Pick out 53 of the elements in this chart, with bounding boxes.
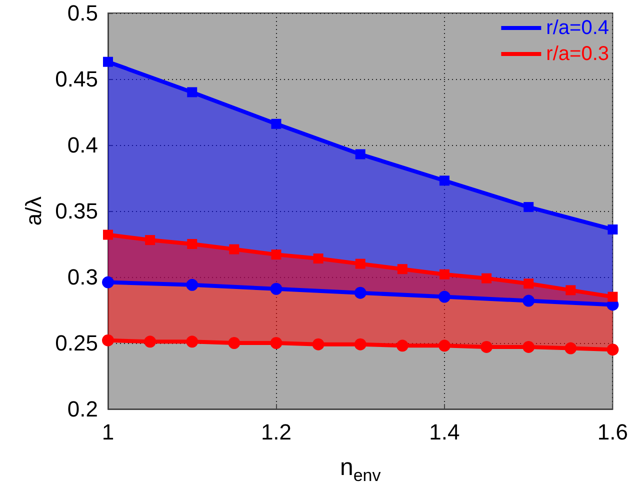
point — [524, 202, 534, 212]
point — [608, 292, 618, 302]
point — [355, 258, 366, 269]
point — [102, 276, 114, 288]
point — [355, 149, 366, 160]
y-tick-label: 0.5 — [67, 0, 98, 26]
point — [566, 285, 576, 296]
point — [438, 290, 450, 303]
point — [103, 56, 113, 67]
y-tick-label: 0.35 — [55, 198, 98, 224]
point — [228, 337, 240, 349]
point — [564, 342, 577, 354]
point — [270, 337, 282, 349]
point — [313, 254, 324, 264]
point — [144, 336, 156, 348]
point — [480, 340, 493, 353]
point — [482, 273, 492, 284]
point — [522, 294, 535, 307]
y-axis-title: a/λ — [20, 196, 46, 226]
y-tick-label: 0.25 — [55, 330, 98, 356]
point — [354, 338, 366, 350]
point — [522, 340, 535, 353]
point — [187, 87, 198, 98]
x-tick-label: 1.6 — [597, 420, 628, 444]
point — [271, 250, 282, 260]
x-tick-label: 1.4 — [429, 420, 460, 444]
point — [187, 239, 198, 249]
x-tick-label: 1 — [102, 420, 114, 444]
point — [439, 269, 450, 280]
y-tick-label: 0.4 — [67, 132, 98, 158]
point — [229, 244, 240, 254]
point — [271, 118, 282, 129]
point — [102, 334, 114, 346]
point — [186, 278, 198, 291]
point — [606, 344, 619, 356]
x-tick-label: 1.2 — [260, 420, 292, 444]
legend-label: r/a=0.4 — [546, 17, 610, 39]
y-tick-label: 0.3 — [67, 264, 98, 290]
point — [103, 230, 113, 240]
point — [396, 340, 408, 352]
point — [186, 336, 198, 348]
point — [397, 264, 408, 274]
point — [438, 340, 450, 352]
point — [312, 338, 324, 350]
point — [145, 235, 156, 246]
point — [524, 278, 534, 289]
point — [270, 282, 282, 295]
point — [354, 286, 366, 299]
legend-label: r/a=0.3 — [546, 43, 610, 65]
y-tick-label: 0.2 — [67, 396, 98, 422]
point — [439, 176, 450, 186]
point — [608, 224, 618, 234]
y-tick-label: 0.45 — [55, 66, 98, 92]
